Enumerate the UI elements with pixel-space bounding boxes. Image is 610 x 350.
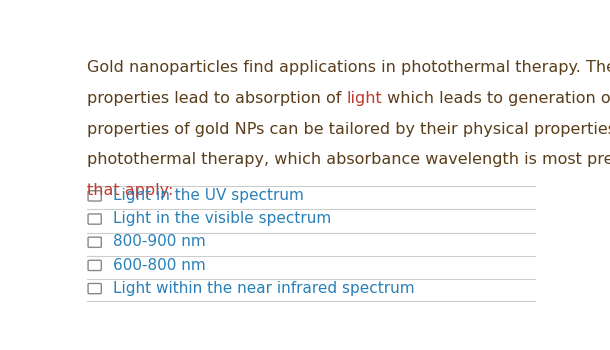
Text: Light in the UV spectrum: Light in the UV spectrum (113, 188, 304, 203)
FancyBboxPatch shape (88, 260, 101, 271)
Text: that apply:: that apply: (87, 183, 173, 198)
Text: 800-900 nm: 800-900 nm (113, 234, 206, 250)
Text: 600-800 nm: 600-800 nm (113, 258, 206, 273)
Text: which leads to generation of heat.  The optical: which leads to generation of heat. The o… (382, 91, 610, 105)
Text: light: light (346, 91, 382, 105)
Text: properties lead to absorption of: properties lead to absorption of (87, 91, 346, 105)
FancyBboxPatch shape (88, 237, 101, 247)
FancyBboxPatch shape (88, 214, 101, 224)
Text: photothermal therapy, which absorbance wavelength is most preferred; mark: photothermal therapy, which absorbance w… (87, 153, 610, 168)
FancyBboxPatch shape (88, 284, 101, 294)
Text: properties of gold NPs can be tailored by their physical properties – for: properties of gold NPs can be tailored b… (87, 121, 610, 136)
Text: Light within the near infrared spectrum: Light within the near infrared spectrum (113, 281, 415, 296)
Text: Gold nanoparticles find applications in photothermal therapy. Their optical: Gold nanoparticles find applications in … (87, 60, 610, 75)
FancyBboxPatch shape (88, 191, 101, 201)
Text: Light in the visible spectrum: Light in the visible spectrum (113, 211, 331, 226)
